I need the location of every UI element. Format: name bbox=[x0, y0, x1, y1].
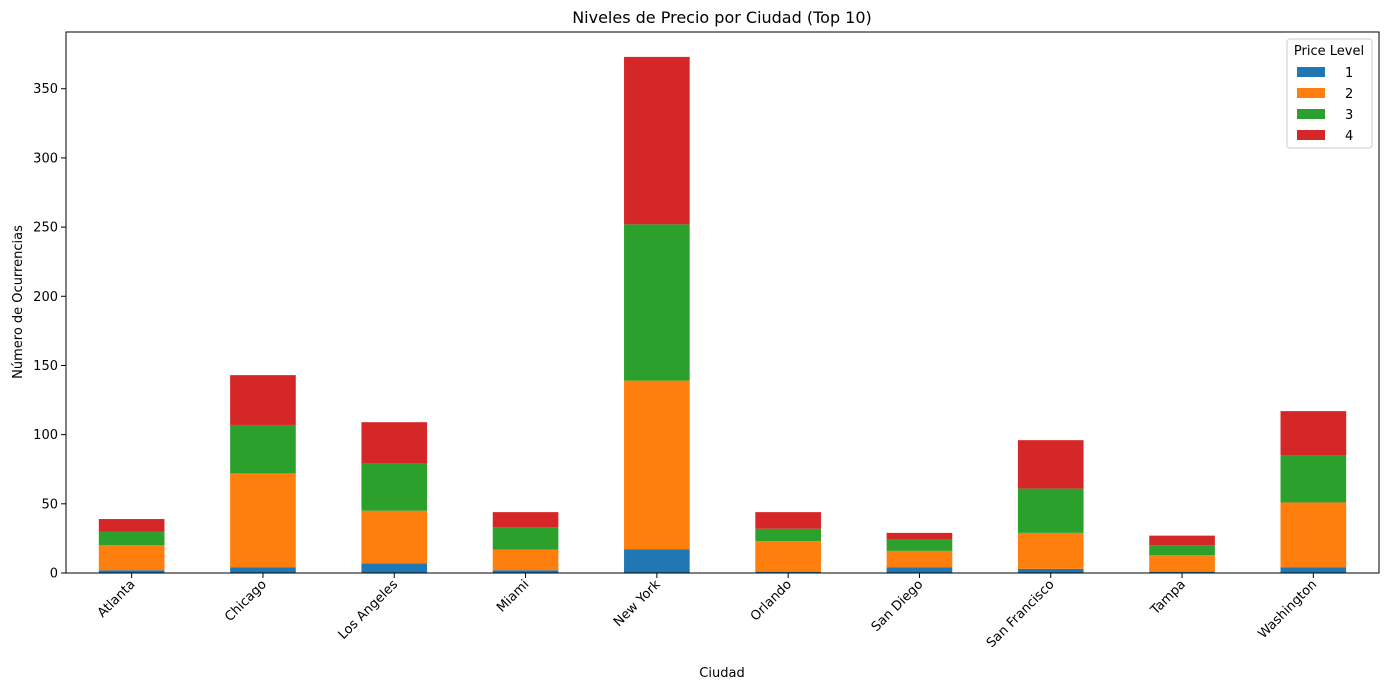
x-tick-label: Miami bbox=[494, 577, 532, 615]
bar-new-york-level-3 bbox=[624, 224, 690, 381]
x-tick-label: Orlando bbox=[748, 577, 795, 624]
bars-layer bbox=[98, 56, 1347, 573]
bar-miami-level-2 bbox=[492, 549, 559, 571]
bar-tampa-level-4 bbox=[1149, 535, 1215, 546]
x-axis: Atlanta Chicago Los Angeles Miami New York Or… bbox=[95, 573, 1320, 651]
legend-swatch-3 bbox=[1297, 109, 1325, 119]
legend-label-2: 2 bbox=[1345, 87, 1353, 102]
bar-washington-level-4 bbox=[1280, 411, 1347, 456]
bar-san-francisco-level-2 bbox=[1017, 532, 1084, 569]
bar-san-diego-level-3 bbox=[886, 539, 953, 551]
legend-title: Price Level bbox=[1294, 44, 1364, 59]
bar-san-francisco-level-4 bbox=[1017, 440, 1084, 489]
x-axis-label: Ciudad bbox=[699, 666, 744, 681]
plot-frame bbox=[65, 31, 1380, 574]
x-tick-label: Tampa bbox=[1147, 577, 1188, 618]
bar-miami-level-1 bbox=[492, 570, 559, 573]
bar-los-angeles-level-3 bbox=[361, 463, 428, 511]
bar-los-angeles-level-1 bbox=[361, 563, 428, 573]
bar-tampa-level-2 bbox=[1149, 555, 1215, 572]
bar-washington-level-2 bbox=[1280, 502, 1347, 568]
bar-orlando-level-3 bbox=[755, 528, 821, 542]
bar-new-york-level-2 bbox=[624, 380, 690, 550]
bar-tampa-level-1 bbox=[1149, 571, 1215, 573]
bar-atlanta-level-2 bbox=[98, 545, 165, 571]
x-tick-label: San Francisco bbox=[984, 577, 1058, 651]
bar-atlanta-level-3 bbox=[98, 531, 165, 546]
bar-san-francisco-level-3 bbox=[1017, 488, 1084, 533]
bar-new-york-level-4 bbox=[624, 56, 690, 225]
legend-label-4: 4 bbox=[1345, 129, 1353, 144]
y-tick-label: 200 bbox=[33, 290, 58, 305]
y-axis: 0 50 100 150 200 250 300 350 bbox=[33, 82, 66, 582]
bar-san-diego-level-4 bbox=[886, 532, 953, 540]
bar-miami-level-3 bbox=[492, 527, 559, 550]
bar-san-diego-level-1 bbox=[886, 567, 953, 573]
x-tick-label: Washington bbox=[1256, 577, 1321, 642]
bar-san-francisco-level-1 bbox=[1017, 568, 1084, 573]
y-tick-label: 0 bbox=[50, 567, 58, 582]
legend-swatch-1 bbox=[1297, 67, 1325, 77]
y-tick-label: 350 bbox=[33, 82, 58, 97]
bar-chicago-level-2 bbox=[230, 473, 296, 568]
bar-orlando-level-2 bbox=[755, 541, 821, 572]
bar-washington-level-3 bbox=[1280, 455, 1347, 503]
y-axis-label: Número de Ocurrencias bbox=[11, 225, 26, 379]
bar-atlanta-level-4 bbox=[98, 519, 165, 532]
bar-new-york-level-1 bbox=[624, 549, 690, 573]
y-tick-label: 300 bbox=[33, 151, 58, 166]
bar-chicago-level-1 bbox=[230, 567, 296, 573]
chart-title: Niveles de Precio por Ciudad (Top 10) bbox=[572, 8, 872, 27]
x-tick-label: Atlanta bbox=[95, 577, 139, 621]
bar-atlanta-level-1 bbox=[98, 570, 165, 573]
legend-label-3: 3 bbox=[1345, 108, 1353, 123]
x-tick-label: New York bbox=[611, 577, 664, 630]
bar-orlando-level-4 bbox=[755, 512, 821, 529]
y-tick-label: 100 bbox=[33, 428, 58, 443]
legend: Price Level 1 2 3 4 bbox=[1286, 38, 1373, 149]
bar-miami-level-4 bbox=[492, 512, 559, 528]
legend-box bbox=[1286, 38, 1373, 149]
bar-los-angeles-level-4 bbox=[361, 422, 428, 464]
x-tick-label: Chicago bbox=[222, 577, 270, 625]
bar-tampa-level-3 bbox=[1149, 545, 1215, 556]
x-tick-label: San Diego bbox=[869, 577, 927, 635]
legend-swatch-2 bbox=[1297, 88, 1325, 98]
y-tick-label: 150 bbox=[33, 359, 58, 374]
bar-chicago-level-4 bbox=[230, 375, 296, 425]
y-tick-label: 250 bbox=[33, 221, 58, 236]
legend-swatch-4 bbox=[1297, 130, 1325, 140]
bar-chicago-level-3 bbox=[230, 424, 296, 474]
bar-san-diego-level-2 bbox=[886, 550, 953, 568]
y-tick-label: 50 bbox=[41, 497, 58, 512]
bar-washington-level-1 bbox=[1280, 567, 1347, 573]
x-tick-label: Los Angeles bbox=[336, 577, 402, 643]
legend-label-1: 1 bbox=[1345, 66, 1353, 81]
bar-orlando-level-1 bbox=[755, 571, 821, 573]
bar-los-angeles-level-2 bbox=[361, 510, 428, 564]
